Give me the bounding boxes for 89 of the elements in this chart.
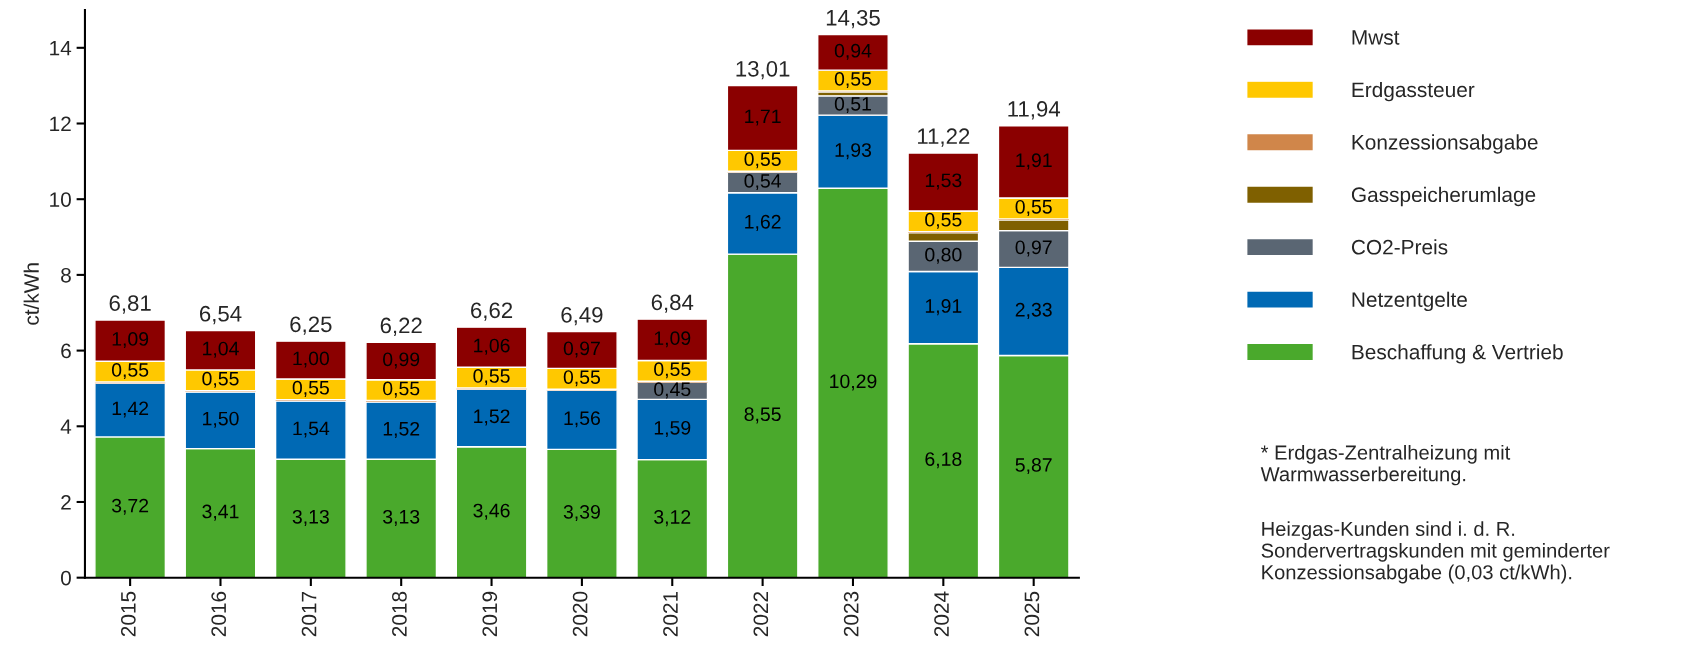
data-label: 1,04 [203, 341, 239, 358]
x-tick-label: 2017 [301, 591, 317, 637]
data-label: 1,91 [925, 299, 962, 316]
data-label: 0,55 [744, 152, 781, 169]
data-label: 0,94 [834, 43, 872, 60]
data-label: 3,39 [563, 504, 600, 522]
legend-label: Mwst [1352, 30, 1400, 45]
data-label: 1,59 [654, 420, 691, 438]
data-label: 3,46 [473, 503, 510, 520]
data-label: 10,29 [830, 374, 877, 391]
data-label: 0,97 [563, 341, 600, 358]
data-label: 3,72 [111, 498, 149, 515]
data-label: 1,09 [654, 331, 691, 348]
data-label: 0,54 [744, 174, 781, 191]
x-tick-label: 2016 [211, 591, 227, 637]
data-label: 1,50 [203, 411, 239, 428]
data-label: 3,13 [292, 509, 329, 526]
total-label: 11,22 [918, 128, 970, 147]
data-label: 0,55 [563, 370, 601, 387]
data-label: 1,42 [112, 401, 149, 418]
y-tick-label: 2 [61, 494, 71, 510]
data-label: 1,71 [745, 109, 781, 126]
data-label: 0,97 [1015, 240, 1052, 257]
x-tick-label: 2024 [934, 591, 949, 637]
y-tick-label: 0 [60, 570, 71, 586]
data-label: 1,56 [564, 411, 600, 428]
legend-label: Netzentgelte [1352, 291, 1467, 312]
data-label: 0,55 [834, 72, 872, 89]
data-label: 0,51 [834, 96, 871, 114]
legend-label: Erdgassteuer [1352, 81, 1475, 102]
y-tick-label: 4 [60, 419, 72, 434]
legend-label: Konzessionsabgabe [1352, 134, 1538, 154]
total-label: 13,01 [736, 60, 790, 80]
total-label: 14,35 [826, 9, 880, 29]
data-label: 1,54 [293, 421, 330, 438]
data-label: 1,00 [293, 351, 329, 368]
data-label: 0,80 [925, 247, 962, 264]
y-tick-label: 12 [50, 116, 71, 132]
x-tick-label: 2018 [392, 591, 407, 637]
data-label: 8,55 [744, 407, 781, 424]
total-label: 6,22 [380, 317, 422, 336]
total-label: 6,84 [651, 294, 694, 313]
data-label: 0,55 [111, 363, 149, 380]
data-label: 0,99 [383, 352, 420, 369]
data-label: 0,55 [925, 212, 962, 229]
legend-label: Beschaffung & Vertrieb [1352, 344, 1563, 364]
data-label: 0,55 [383, 381, 420, 398]
x-tick-label: 2023 [843, 591, 859, 637]
total-label: 11,94 [1008, 101, 1061, 120]
data-label: 3,41 [202, 504, 239, 521]
x-tick-label: 2019 [482, 591, 498, 637]
data-label: 0,55 [1015, 199, 1052, 216]
x-tick-label: 2015 [120, 591, 136, 637]
text: * Erdgas-Zentralheizung mit Warmwasserbereitung. [1260, 444, 1511, 486]
x-tick-label: 2021 [663, 591, 678, 637]
x-tick-label: 2020 [572, 591, 588, 637]
y-tick-label: 8 [61, 267, 71, 283]
data-label: 1,06 [474, 338, 510, 355]
data-label: 2,33 [1015, 302, 1052, 319]
total-label: 6,62 [471, 302, 513, 321]
data-label: 1,53 [925, 173, 962, 190]
x-tick-label: 2025 [1024, 591, 1040, 637]
total-label: 6,54 [199, 305, 242, 325]
data-label: 0,45 [654, 382, 691, 399]
y-tick-label: 10 [50, 192, 71, 207]
data-label: 1,52 [383, 421, 420, 438]
total-label: 6,49 [561, 307, 603, 326]
data-label: 3,12 [654, 510, 691, 527]
data-label: 1,09 [112, 332, 149, 349]
x-tick-label: 2022 [753, 591, 769, 637]
data-label: 1,91 [1016, 153, 1052, 170]
data-label: 1,52 [474, 409, 510, 426]
data-label: 3,13 [383, 509, 420, 526]
data-label: 6,18 [925, 452, 962, 469]
data-label: 1,93 [835, 143, 872, 160]
data-label: 0,55 [654, 362, 691, 379]
data-label: 1,62 [745, 214, 781, 231]
data-label: 0,55 [473, 369, 510, 386]
y-axis-title: ct/kWh [23, 263, 39, 325]
total-label: 6,25 [290, 316, 332, 335]
total-label: 6,81 [109, 295, 151, 314]
y-tick-label: 6 [61, 343, 71, 359]
data-label: 0,55 [202, 371, 239, 388]
legend-label: Gasspeicherumlage [1351, 186, 1536, 207]
data-label: 5,87 [1015, 458, 1052, 475]
data-label: 0,55 [292, 380, 329, 397]
y-tick-label: 14 [50, 41, 72, 56]
legend-label: CO2-Preis [1351, 239, 1448, 255]
text: Heizgas-Kunden sind i. d. R. Sondervertragskunden mit geminderter Konzessionsabgabe (0,03 ct/kWh). [1261, 521, 1610, 584]
